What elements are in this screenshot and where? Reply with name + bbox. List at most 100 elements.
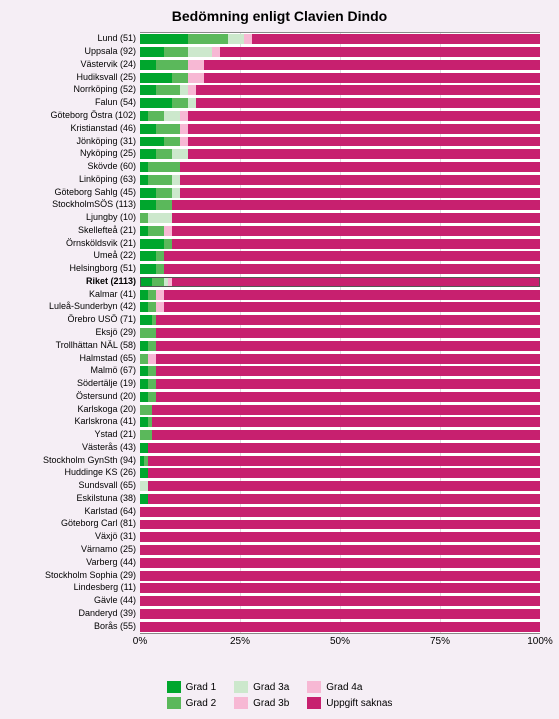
bar-segment — [172, 73, 188, 83]
legend-label: Grad 3a — [253, 682, 289, 693]
bar-segment — [152, 417, 540, 427]
y-label: Linköping (63) — [79, 174, 136, 184]
bar-segment — [152, 405, 540, 415]
y-label: Karlskoga (20) — [77, 404, 136, 414]
y-label: Umeå (22) — [93, 250, 136, 260]
bar-row — [140, 456, 540, 466]
bar-segment — [156, 251, 164, 261]
bar-row — [140, 328, 540, 338]
x-tick-label: 0% — [133, 636, 147, 647]
bar-row — [140, 481, 540, 491]
bar-segment — [140, 392, 148, 402]
bar-segment — [148, 494, 540, 504]
bar-segment — [148, 392, 156, 402]
x-tick-label: 75% — [430, 636, 450, 647]
bar-segment — [164, 137, 180, 147]
y-label: StockholmSÖS (113) — [52, 199, 136, 209]
bar-row — [140, 239, 540, 249]
bar-segment — [156, 290, 164, 300]
y-label: Eskilstuna (38) — [76, 493, 136, 503]
y-label: Nyköping (25) — [80, 148, 136, 158]
bar-segment — [188, 149, 540, 159]
bar-row — [140, 520, 540, 530]
bar-segment — [172, 98, 188, 108]
bar-segment — [140, 571, 540, 581]
y-label: Borås (55) — [94, 621, 136, 631]
legend-swatch — [307, 697, 321, 709]
bar-row — [140, 583, 540, 593]
bar-segment — [140, 481, 148, 491]
bar-segment — [140, 175, 148, 185]
bar-segment — [212, 47, 220, 57]
bar-row — [140, 558, 540, 568]
x-tick-label: 25% — [230, 636, 250, 647]
bar-row — [140, 213, 540, 223]
bar-segment — [172, 175, 180, 185]
bar-segment — [204, 60, 540, 70]
bar-row — [140, 251, 540, 261]
bar-segment — [188, 98, 196, 108]
bar-segment — [148, 366, 156, 376]
bar-segment — [140, 239, 164, 249]
y-label: Karlskrona (41) — [74, 416, 136, 426]
y-label: Malmö (67) — [90, 365, 136, 375]
bar-segment — [148, 468, 540, 478]
bar-row — [140, 124, 540, 134]
y-label: Danderyd (39) — [78, 608, 136, 618]
y-label: Norrköping (52) — [73, 84, 136, 94]
bar-segment — [140, 188, 156, 198]
bar-segment — [180, 85, 188, 95]
legend-label: Grad 2 — [186, 698, 217, 709]
bar-row — [140, 226, 540, 236]
x-tick-label: 100% — [527, 636, 553, 647]
bar-segment — [148, 162, 180, 172]
bar-segment — [140, 85, 156, 95]
legend-label: Grad 3b — [253, 698, 289, 709]
y-label: Örebro USÖ (71) — [67, 314, 136, 324]
bar-segment — [148, 341, 156, 351]
bar-row — [140, 149, 540, 159]
bar-segment — [148, 213, 172, 223]
bar-row — [140, 354, 540, 364]
y-label: Västerås (43) — [82, 442, 136, 452]
bar-segment — [140, 98, 172, 108]
legend-item: Grad 4a — [307, 681, 392, 693]
bar-segment — [156, 328, 540, 338]
legend-item: Grad 3a — [234, 681, 289, 693]
bar-segment — [148, 443, 540, 453]
bar-segment — [188, 34, 228, 44]
legend: Grad 1 Grad 2 Grad 3a Grad 3b Grad 4a Uppgift… — [0, 681, 559, 709]
bar-segment — [196, 85, 540, 95]
bar-segment — [148, 175, 172, 185]
bar-row — [140, 188, 540, 198]
legend-label: Uppgift saknas — [326, 698, 392, 709]
bar-segment — [180, 111, 188, 121]
bar-segment — [156, 354, 540, 364]
legend-item: Grad 1 — [167, 681, 217, 693]
bar-segment — [156, 392, 540, 402]
bar-segment — [140, 149, 156, 159]
plot-area — [140, 32, 540, 634]
bar-row — [140, 290, 540, 300]
bar-segment — [140, 609, 540, 619]
bar-row — [140, 468, 540, 478]
bar-segment — [140, 111, 148, 121]
bar-segment — [140, 379, 148, 389]
bar-row — [140, 507, 540, 517]
x-axis: 0%25%50%75%100% — [140, 636, 540, 654]
bar-row — [140, 200, 540, 210]
bar-row — [140, 596, 540, 606]
bar-segment — [164, 251, 540, 261]
bar-segment — [156, 200, 172, 210]
bar-segment — [140, 277, 152, 287]
bar-row — [140, 622, 540, 632]
bar-row — [140, 417, 540, 427]
bar-segment — [156, 341, 540, 351]
y-label: Ljungby (10) — [86, 212, 136, 222]
bar-segment — [140, 545, 540, 555]
bar-segment — [164, 302, 540, 312]
y-label: Eksjö (29) — [95, 327, 136, 337]
y-label: Sundsvall (65) — [78, 480, 136, 490]
bar-segment — [140, 34, 188, 44]
bar-row — [140, 175, 540, 185]
